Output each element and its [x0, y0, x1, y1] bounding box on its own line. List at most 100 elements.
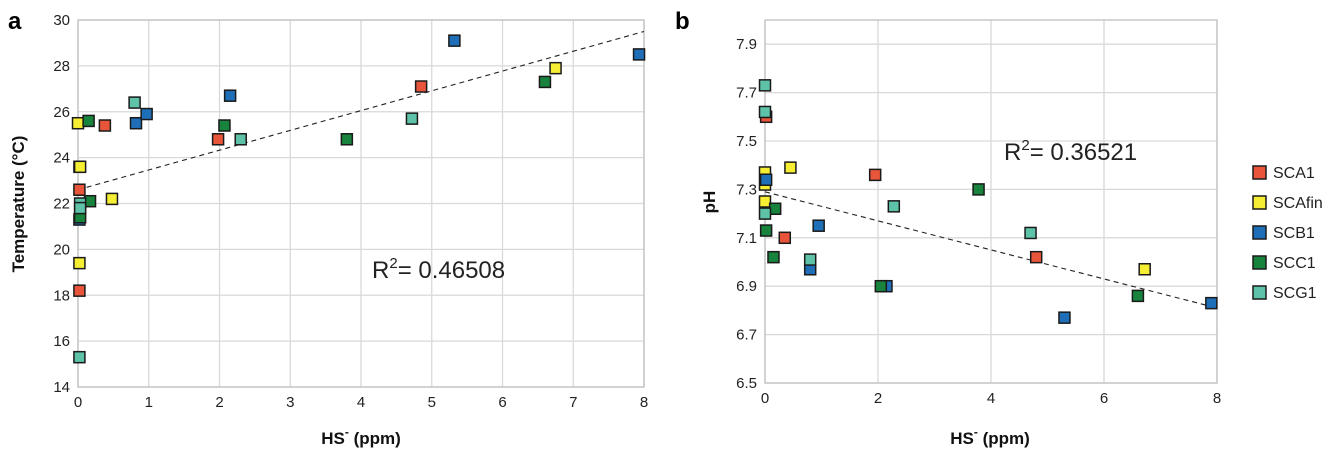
data-point-scb1 [632, 48, 646, 61]
y-tick-label: 7.5 [736, 133, 757, 150]
y-tick-label: 6.5 [736, 375, 757, 392]
legend-swatch-scafin [1252, 195, 1267, 210]
data-point-scc1 [768, 202, 782, 216]
data-point-scg1 [405, 112, 419, 125]
trendline-a [77, 30, 645, 191]
x-tick-label: 4 [357, 394, 365, 411]
x-axis-label-b: HS- (ppm) [950, 425, 1030, 448]
data-point-scb1 [448, 34, 461, 47]
x-tick-label: 3 [286, 394, 294, 411]
data-point-scafin [73, 256, 86, 270]
y-tick-label: 26 [53, 104, 70, 121]
y-tick-label: 7.3 [736, 181, 757, 198]
x-tick-label: 4 [987, 390, 995, 407]
data-point-scafin [549, 61, 562, 75]
x-tick-label: 5 [428, 394, 436, 411]
y-tick-label: 16 [53, 333, 70, 350]
data-point-scb1 [1058, 311, 1071, 324]
chart-panel-b: b 6.5 6.7 6.9 7.1 7.3 7.5 7.7 7.9 0 2 4 6 8 R2= 0.3… [675, 8, 1221, 448]
y-tick-label: 24 [53, 150, 70, 167]
y-tick-label: 20 [53, 241, 70, 258]
data-point-scafin [784, 161, 797, 174]
data-points-a [71, 34, 646, 364]
x-tick-labels-a: 0 1 2 3 4 5 6 7 8 [74, 394, 648, 411]
data-point-scg1 [758, 79, 772, 92]
data-point-sca1 [778, 231, 792, 245]
legend-swatch-scg1 [1252, 285, 1267, 300]
y-tick-label: 22 [53, 196, 70, 213]
r-squared-a: R2= 0.46508 [372, 255, 505, 284]
data-point-scb1 [223, 89, 237, 102]
data-point-sca1 [414, 80, 428, 93]
data-point-sca1 [211, 133, 225, 146]
data-point-scg1 [1024, 226, 1037, 240]
x-tick-label: 2 [874, 390, 882, 407]
y-axis-label-b: pH [700, 191, 719, 214]
legend-label-scc1: SCC1 [1273, 255, 1316, 272]
x-tick-label: 6 [498, 394, 506, 411]
panel-label-a: a [8, 8, 22, 35]
data-points-b [758, 79, 1218, 324]
data-point-scc1 [82, 114, 95, 128]
data-point-sca1 [1029, 250, 1043, 264]
chart-panel-a: a 14 16 18 20 22 24 26 28 30 0 1 2 3 4 5 6 7 8 R2= 0.465… [8, 8, 648, 448]
trendline-b [764, 191, 1218, 309]
x-tick-labels-b: 0 2 4 6 8 [761, 390, 1221, 407]
gridlines-a [77, 19, 645, 388]
data-point-scb1 [1205, 296, 1218, 310]
x-tick-label: 0 [74, 394, 82, 411]
y-tick-labels-b: 6.5 6.7 6.9 7.1 7.3 7.5 7.7 7.9 [736, 36, 757, 392]
data-point-scg1 [73, 201, 87, 215]
data-point-scc1 [759, 224, 773, 237]
data-point-scg1 [234, 133, 247, 146]
x-tick-label: 2 [215, 394, 223, 411]
x-axis-label-a: HS- (ppm) [321, 425, 401, 448]
x-tick-label: 8 [640, 394, 648, 411]
gridlines-b [764, 20, 1218, 384]
y-tick-label: 6.9 [736, 278, 757, 295]
data-point-scc1 [972, 183, 985, 196]
data-point-scafin [73, 160, 87, 174]
data-point-scg1 [758, 105, 772, 119]
data-point-scc1 [538, 75, 552, 89]
data-point-scg1 [128, 96, 141, 109]
panel-label-b: b [675, 8, 690, 35]
data-point-scb1 [812, 219, 825, 232]
data-point-scb1 [759, 173, 773, 186]
data-point-scc1 [218, 119, 231, 132]
y-tick-label: 7.1 [736, 230, 757, 247]
legend-label-sca1: SCA1 [1273, 165, 1315, 182]
data-point-scc1 [874, 279, 888, 293]
legend-swatch-scb1 [1252, 225, 1267, 240]
data-point-sca1 [73, 284, 86, 297]
data-point-scafin [71, 116, 85, 130]
data-point-scafin [1138, 263, 1151, 276]
x-tick-label: 7 [569, 394, 577, 411]
y-tick-label: 18 [53, 287, 70, 304]
r-squared-b: R2= 0.36521 [1004, 137, 1137, 166]
y-tick-label: 7.7 [736, 85, 757, 102]
y-tick-label: 28 [53, 58, 70, 75]
legend-label-scafin: SCAfin [1273, 195, 1323, 212]
x-tick-label: 0 [761, 390, 769, 407]
legend-swatch-scc1 [1252, 255, 1267, 270]
legend: SCA1 SCAfin SCB1 SCC1 SCG1 [1252, 165, 1323, 302]
y-tick-label: 7.9 [736, 36, 757, 53]
x-tick-label: 8 [1213, 390, 1221, 407]
x-tick-label: 6 [1100, 390, 1108, 407]
data-point-scg1 [803, 253, 817, 266]
data-point-scc1 [340, 133, 354, 146]
data-point-scb1 [129, 116, 143, 130]
legend-swatch-sca1 [1252, 165, 1267, 180]
legend-label-scb1: SCB1 [1273, 225, 1315, 242]
y-tick-labels-a: 14 16 18 20 22 24 26 28 30 [53, 12, 70, 396]
y-tick-label: 14 [53, 379, 70, 396]
legend-label-scg1: SCG1 [1273, 285, 1317, 302]
data-point-sca1 [73, 183, 86, 196]
data-point-scafin [758, 195, 772, 208]
y-tick-label: 6.7 [736, 327, 757, 344]
data-point-scg1 [758, 207, 772, 220]
data-point-scg1 [887, 200, 901, 213]
y-axis-label-a: Temperature (°C) [9, 136, 28, 273]
